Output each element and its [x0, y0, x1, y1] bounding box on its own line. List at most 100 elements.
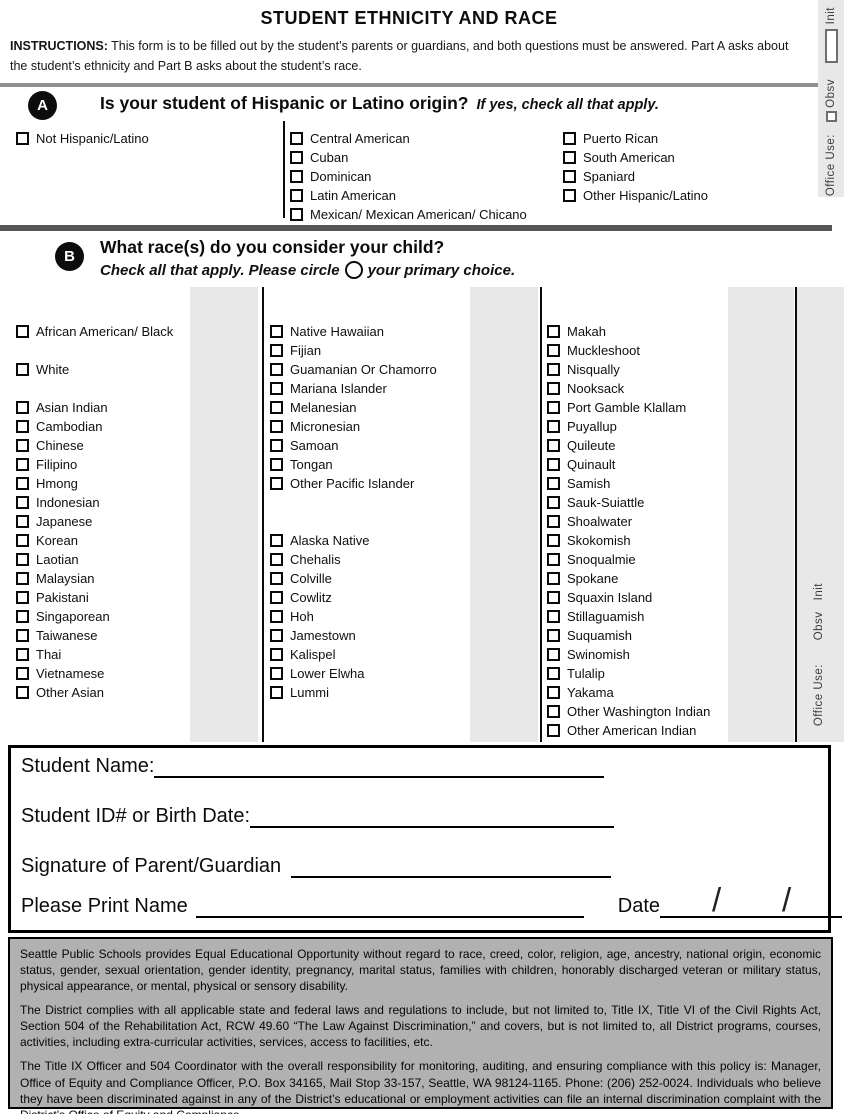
race-group-black: African American/ Black [16, 322, 173, 341]
checkbox[interactable] [16, 401, 29, 414]
checkbox[interactable] [16, 686, 29, 699]
checkbox[interactable] [270, 686, 283, 699]
checkbox[interactable] [547, 401, 560, 414]
checkbox[interactable] [547, 382, 560, 395]
checkbox-label: Native Hawaiian [290, 324, 384, 339]
checkbox[interactable] [547, 363, 560, 376]
checkbox[interactable] [16, 132, 29, 145]
checkbox[interactable] [16, 591, 29, 604]
checkbox-label: Chinese [36, 438, 84, 453]
checkbox[interactable] [547, 610, 560, 623]
section-b-hint-1: Check all that apply. Please circle [100, 262, 340, 279]
checkbox[interactable] [270, 325, 283, 338]
checkbox-option: Chehalis [270, 550, 437, 569]
checkbox[interactable] [16, 363, 29, 376]
checkbox-label: Puyallup [567, 419, 617, 434]
checkbox[interactable] [547, 629, 560, 642]
checkbox-option: Filipino [16, 455, 173, 474]
checkbox[interactable] [547, 591, 560, 604]
checkbox[interactable] [290, 132, 303, 145]
checkbox[interactable] [16, 572, 29, 585]
checkbox[interactable] [290, 189, 303, 202]
checkbox[interactable] [270, 363, 283, 376]
footer-paragraph-2: The District complies with all applicabl… [20, 1003, 821, 1050]
checkbox-option: Alaska Native [270, 531, 437, 550]
checkbox[interactable] [547, 705, 560, 718]
checkbox[interactable] [16, 325, 29, 338]
signature-field[interactable] [291, 852, 612, 878]
checkbox[interactable] [16, 648, 29, 661]
checkbox[interactable] [270, 439, 283, 452]
checkbox[interactable] [16, 667, 29, 680]
checkbox[interactable] [547, 553, 560, 566]
checkbox[interactable] [16, 439, 29, 452]
checkbox[interactable] [547, 648, 560, 661]
checkbox[interactable] [547, 686, 560, 699]
checkbox[interactable] [16, 477, 29, 490]
checkbox[interactable] [270, 667, 283, 680]
checkbox[interactable] [270, 420, 283, 433]
checkbox-label: Nisqually [567, 362, 620, 377]
student-id-field[interactable] [250, 802, 615, 828]
checkbox[interactable] [547, 458, 560, 471]
date-field[interactable]: / / [660, 881, 842, 918]
checkbox-option: Not Hispanic/Latino [16, 129, 149, 148]
init-write-box[interactable] [824, 29, 838, 64]
checkbox[interactable] [270, 401, 283, 414]
checkbox[interactable] [270, 610, 283, 623]
checkbox[interactable] [270, 534, 283, 547]
checkbox-option: Shoalwater [547, 512, 710, 531]
checkbox[interactable] [270, 553, 283, 566]
checkbox[interactable] [547, 572, 560, 585]
obsv-checkbox[interactable] [825, 111, 837, 123]
checkbox[interactable] [290, 151, 303, 164]
checkbox[interactable] [547, 667, 560, 680]
checkbox[interactable] [16, 610, 29, 623]
checkbox[interactable] [270, 458, 283, 471]
checkbox[interactable] [16, 534, 29, 547]
checkbox-label: Korean [36, 533, 78, 548]
checkbox[interactable] [270, 382, 283, 395]
checkbox-option: Melanesian [270, 398, 437, 417]
student-name-field[interactable] [154, 752, 605, 778]
checkbox-label: Other Asian [36, 685, 104, 700]
checkbox[interactable] [547, 477, 560, 490]
checkbox-label: Vietnamese [36, 666, 105, 681]
checkbox-option: Indonesian [16, 493, 173, 512]
checkbox[interactable] [290, 208, 303, 221]
checkbox[interactable] [547, 439, 560, 452]
checkbox[interactable] [16, 420, 29, 433]
checkbox-label: Central American [310, 131, 410, 146]
checkbox[interactable] [270, 629, 283, 642]
checkbox[interactable] [547, 420, 560, 433]
checkbox[interactable] [270, 572, 283, 585]
checkbox[interactable] [547, 724, 560, 737]
checkbox[interactable] [16, 553, 29, 566]
checkbox[interactable] [290, 170, 303, 183]
print-name-field[interactable] [195, 892, 584, 918]
checkbox[interactable] [270, 591, 283, 604]
checkbox-label: Malaysian [36, 571, 95, 586]
checkbox[interactable] [16, 458, 29, 471]
checkbox[interactable] [547, 515, 560, 528]
checkbox[interactable] [16, 496, 29, 509]
checkbox-option: Korean [16, 531, 173, 550]
checkbox[interactable] [270, 648, 283, 661]
checkbox[interactable] [563, 151, 576, 164]
checkbox[interactable] [270, 344, 283, 357]
checkbox[interactable] [563, 170, 576, 183]
checkbox[interactable] [563, 189, 576, 202]
race-group-pacific-islander: Native Hawaiian Fijian Guamanian Or Cham… [270, 322, 437, 493]
checkbox-option: Sauk-Suiattle [547, 493, 710, 512]
checkbox[interactable] [16, 629, 29, 642]
checkbox[interactable] [547, 496, 560, 509]
checkbox[interactable] [547, 325, 560, 338]
checkbox-label: Cambodian [36, 419, 103, 434]
checkbox[interactable] [270, 477, 283, 490]
checkbox[interactable] [563, 132, 576, 145]
checkbox[interactable] [547, 534, 560, 547]
checkbox[interactable] [16, 515, 29, 528]
checkbox-label: Muckleshoot [567, 343, 640, 358]
checkbox-label: Laotian [36, 552, 79, 567]
checkbox[interactable] [547, 344, 560, 357]
